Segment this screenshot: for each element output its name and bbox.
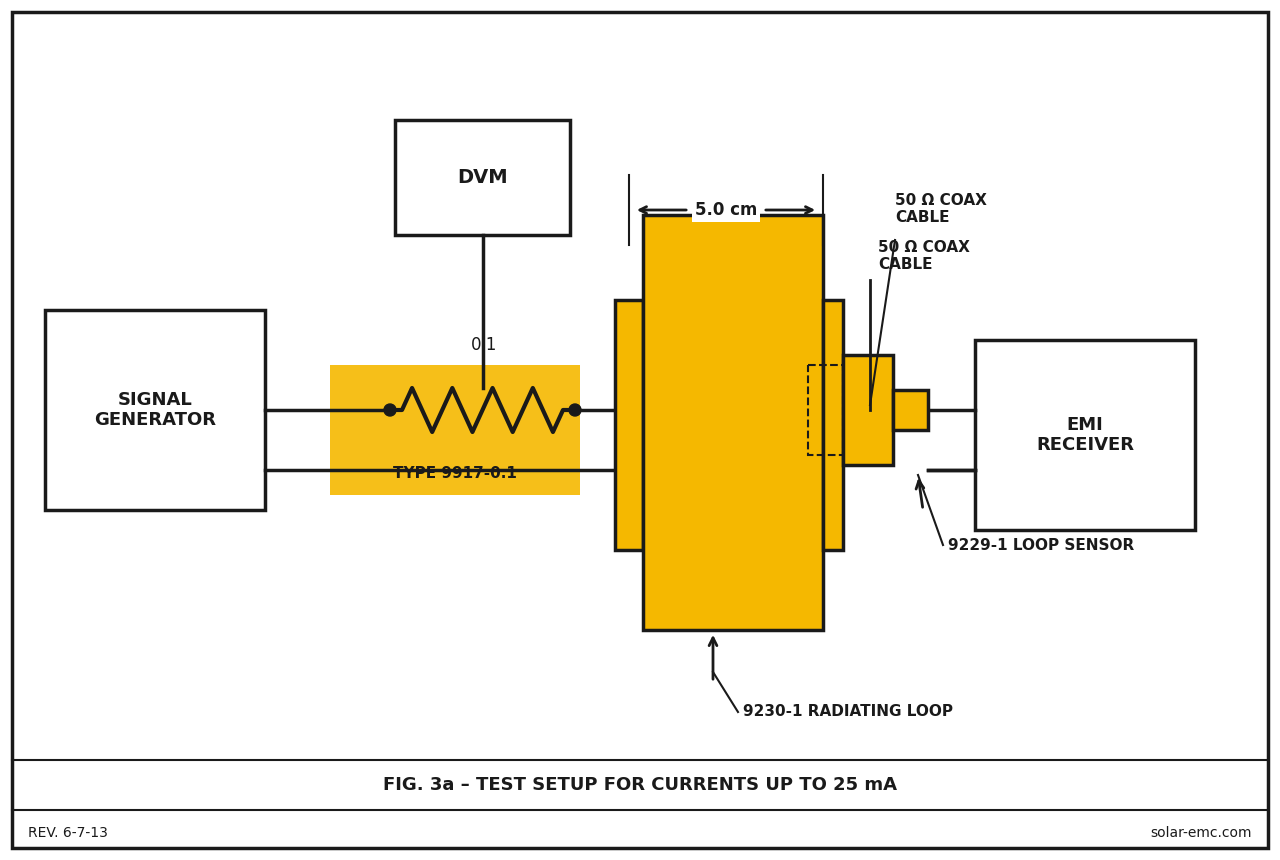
Bar [893,390,928,430]
Text: REV. 6-7-13: REV. 6-7-13 [28,826,108,840]
Text: solar-emc.com: solar-emc.com [1151,826,1252,840]
Bar [823,300,844,550]
Bar [45,310,265,510]
Text: DVM: DVM [457,168,508,187]
Text: 0.1: 0.1 [471,336,497,354]
Bar [614,300,643,550]
Bar [975,340,1196,530]
Bar [643,215,823,630]
Text: FIG. 3a – TEST SETUP FOR CURRENTS UP TO 25 mA: FIG. 3a – TEST SETUP FOR CURRENTS UP TO … [383,776,897,794]
Text: TYPE 9917-0.1: TYPE 9917-0.1 [393,465,517,481]
Bar [808,365,844,455]
Text: 9229-1 LOOP SENSOR: 9229-1 LOOP SENSOR [948,538,1134,552]
Text: EMI
RECEIVER: EMI RECEIVER [1036,415,1134,454]
Circle shape [570,404,581,416]
Bar [844,355,893,465]
Bar [330,365,580,495]
Bar [396,120,570,235]
Text: SIGNAL
GENERATOR: SIGNAL GENERATOR [93,390,216,429]
Circle shape [384,404,396,416]
Text: 9230-1 RADIATING LOOP: 9230-1 RADIATING LOOP [742,704,954,720]
Text: 5.0 cm: 5.0 cm [695,201,758,219]
Text: 50 Ω COAX
CABLE: 50 Ω COAX CABLE [895,193,987,225]
Text: 50 Ω COAX
CABLE: 50 Ω COAX CABLE [878,240,970,273]
